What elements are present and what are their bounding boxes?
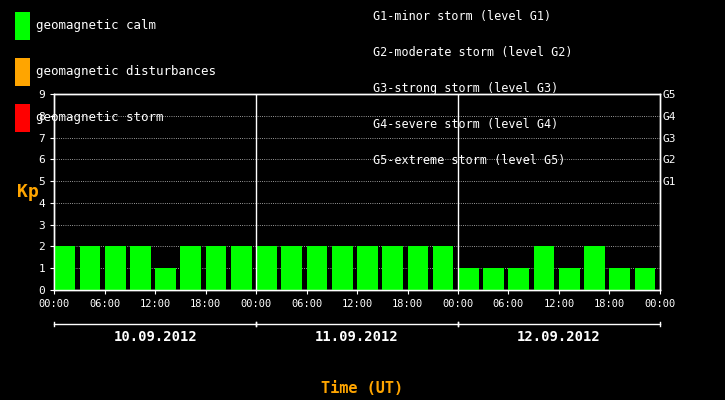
- Bar: [307, 246, 327, 290]
- Bar: [634, 268, 655, 290]
- Text: G3-strong storm (level G3): G3-strong storm (level G3): [373, 82, 559, 95]
- Bar: [80, 246, 100, 290]
- Text: G1-minor storm (level G1): G1-minor storm (level G1): [373, 10, 552, 23]
- Text: G5-extreme storm (level G5): G5-extreme storm (level G5): [373, 154, 566, 167]
- Bar: [584, 246, 605, 290]
- Bar: [206, 246, 226, 290]
- Bar: [382, 246, 403, 290]
- Bar: [559, 268, 579, 290]
- Text: 12.09.2012: 12.09.2012: [517, 330, 601, 344]
- Bar: [155, 268, 176, 290]
- Bar: [357, 246, 378, 290]
- Text: G2-moderate storm (level G2): G2-moderate storm (level G2): [373, 46, 573, 59]
- Bar: [281, 246, 302, 290]
- Bar: [433, 246, 453, 290]
- Bar: [231, 246, 252, 290]
- Bar: [181, 246, 201, 290]
- Text: Time (UT): Time (UT): [321, 381, 404, 396]
- Bar: [256, 246, 277, 290]
- Text: 10.09.2012: 10.09.2012: [113, 330, 197, 344]
- Bar: [609, 268, 630, 290]
- Bar: [508, 268, 529, 290]
- Bar: [130, 246, 151, 290]
- Y-axis label: Kp: Kp: [17, 183, 38, 201]
- Text: 11.09.2012: 11.09.2012: [315, 330, 399, 344]
- Text: geomagnetic disturbances: geomagnetic disturbances: [36, 66, 216, 78]
- Bar: [407, 246, 428, 290]
- Bar: [458, 268, 478, 290]
- Text: geomagnetic calm: geomagnetic calm: [36, 20, 157, 32]
- Bar: [483, 268, 504, 290]
- Bar: [534, 246, 555, 290]
- Text: geomagnetic storm: geomagnetic storm: [36, 112, 164, 124]
- Bar: [105, 246, 125, 290]
- Bar: [332, 246, 352, 290]
- Bar: [54, 246, 75, 290]
- Text: G4-severe storm (level G4): G4-severe storm (level G4): [373, 118, 559, 131]
